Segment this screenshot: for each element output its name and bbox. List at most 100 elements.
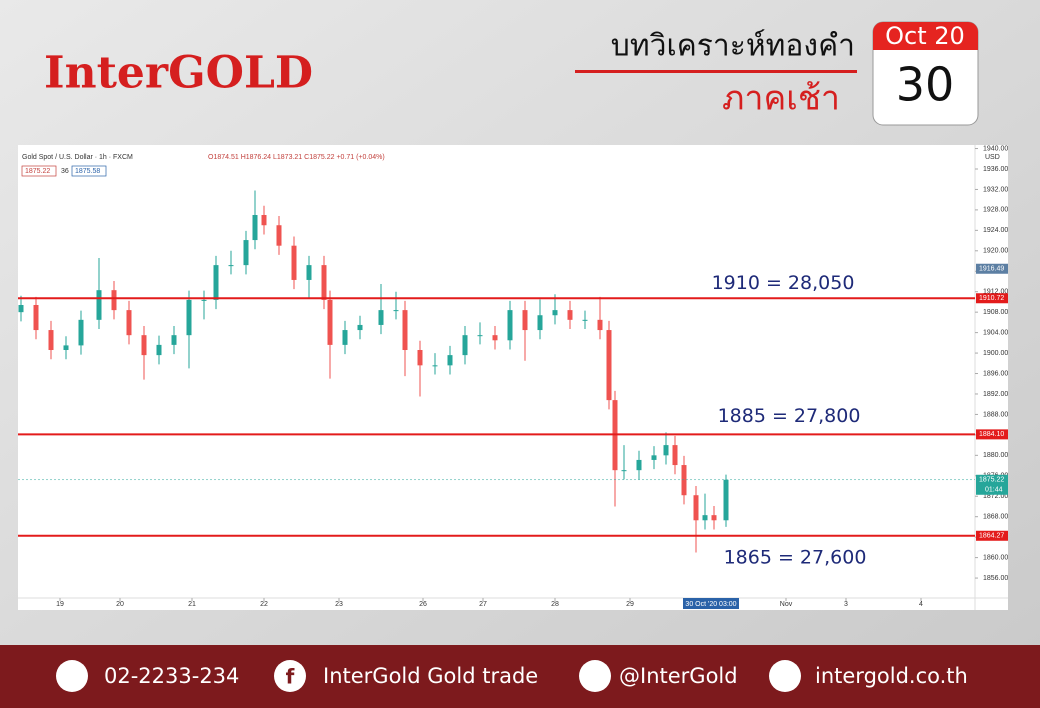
chart-panel xyxy=(18,145,1008,610)
crosshair-label: 30 Oct '20 03:00 xyxy=(685,601,736,608)
y-tick-label: 1872.00 xyxy=(983,493,1008,500)
y-tick-label: 1908.00 xyxy=(983,309,1008,316)
candle-body xyxy=(96,290,102,320)
candle-body xyxy=(582,319,588,321)
candle-body xyxy=(357,324,363,331)
candle-body xyxy=(522,310,528,331)
candle-body xyxy=(156,344,162,356)
level-note: 1865 = 27,600 xyxy=(724,546,867,568)
crosshair-badge xyxy=(683,598,739,609)
candle-body xyxy=(432,365,438,367)
level-badge xyxy=(976,530,1008,541)
candle-body xyxy=(567,310,573,320)
title: บทวิเคราะห์ทองคำ xyxy=(611,29,855,64)
calendar-day: 30 xyxy=(896,58,955,112)
level-label: 1884.10 xyxy=(979,431,1004,438)
y-tick-label: 1932.00 xyxy=(983,186,1008,193)
candle-body xyxy=(213,265,219,300)
line-id: @InterGold xyxy=(619,664,738,688)
facebook: InterGold Gold trade xyxy=(323,664,538,688)
candle-body xyxy=(693,495,699,521)
y-tick-label: 1936.00 xyxy=(983,166,1008,173)
candle-body xyxy=(393,310,399,312)
y-tick-label: 1888.00 xyxy=(983,411,1008,418)
candle-body xyxy=(672,445,678,466)
candle-body xyxy=(276,225,282,246)
badge: 1875.22 xyxy=(25,168,50,175)
calendar-top xyxy=(873,22,978,50)
candle-body xyxy=(378,310,384,325)
candle-body xyxy=(342,330,348,345)
level-label: 1864.27 xyxy=(979,533,1004,540)
y-tick-label: 1892.00 xyxy=(983,391,1008,398)
x-tick-label: 20 xyxy=(116,601,124,608)
price-label: 1916.49 xyxy=(979,266,1004,273)
y-tick-label: 1928.00 xyxy=(983,207,1008,214)
badge-box xyxy=(71,165,107,177)
logo: InterGOLD xyxy=(44,48,313,99)
candle-body xyxy=(597,319,603,331)
y-tick-label: 1856.00 xyxy=(983,575,1008,582)
candle-body xyxy=(261,215,267,226)
candle-body xyxy=(171,335,177,345)
subtitle: ภาคเช้า xyxy=(722,79,840,119)
candle-body xyxy=(606,330,612,401)
x-tick-label: Nov xyxy=(780,601,793,608)
y-tick-label: 1920.00 xyxy=(983,248,1008,255)
level-badge xyxy=(976,429,1008,440)
candle-body xyxy=(291,245,297,280)
badge: 36 xyxy=(61,168,69,175)
x-tick-label: 28 xyxy=(551,601,559,608)
candle-body xyxy=(552,310,558,316)
candle-body xyxy=(417,350,423,366)
candle-body xyxy=(228,265,234,267)
website: intergold.co.th xyxy=(815,664,968,688)
candle-body xyxy=(651,455,657,460)
candle-body xyxy=(663,445,669,456)
candle-body xyxy=(477,335,483,337)
candle-body xyxy=(447,355,453,366)
candle-body xyxy=(321,265,327,300)
footer-band xyxy=(0,645,1040,708)
price-label: 1875.22 xyxy=(979,477,1004,484)
x-tick-label: 26 xyxy=(419,601,427,608)
x-tick-label: 22 xyxy=(260,601,268,608)
candle-body xyxy=(711,515,717,521)
candle-body xyxy=(252,215,258,241)
candle-body xyxy=(186,299,192,336)
title-underline xyxy=(575,70,857,73)
line-icon xyxy=(579,660,611,692)
facebook-glyph: f xyxy=(286,665,295,689)
level-note: 1910 = 28,050 xyxy=(712,272,855,294)
candle-body xyxy=(63,345,69,351)
candle-body xyxy=(306,265,312,280)
y-tick-label: 1896.00 xyxy=(983,370,1008,377)
x-tick-label: 19 xyxy=(56,601,64,608)
candle-body xyxy=(18,305,24,313)
x-tick-label: 29 xyxy=(626,601,634,608)
phone-icon xyxy=(56,660,88,692)
level-badge xyxy=(976,293,1008,304)
candle-body xyxy=(507,310,513,341)
candle-body xyxy=(723,479,729,521)
candle-body xyxy=(681,465,687,496)
candle-body xyxy=(33,305,39,331)
price-badge xyxy=(976,474,1008,495)
y-tick-label: 1904.00 xyxy=(983,329,1008,336)
y-tick-label: 1880.00 xyxy=(983,452,1008,459)
badge-box xyxy=(21,165,57,177)
x-tick-label: 4 xyxy=(919,601,923,608)
candle-body xyxy=(462,335,468,356)
level-label: 1910.72 xyxy=(979,295,1004,302)
x-tick-label: 21 xyxy=(188,601,196,608)
y-tick-label: 1940.00 xyxy=(983,145,1008,152)
candle-body xyxy=(402,310,408,351)
candle-body xyxy=(126,310,132,336)
candle-body xyxy=(78,319,84,346)
x-tick-label: 27 xyxy=(479,601,487,608)
level-note: 1885 = 27,800 xyxy=(718,405,861,427)
candle-body xyxy=(327,299,333,345)
currency: USD xyxy=(985,154,1000,161)
calendar-month: Oct 20 xyxy=(885,22,965,50)
